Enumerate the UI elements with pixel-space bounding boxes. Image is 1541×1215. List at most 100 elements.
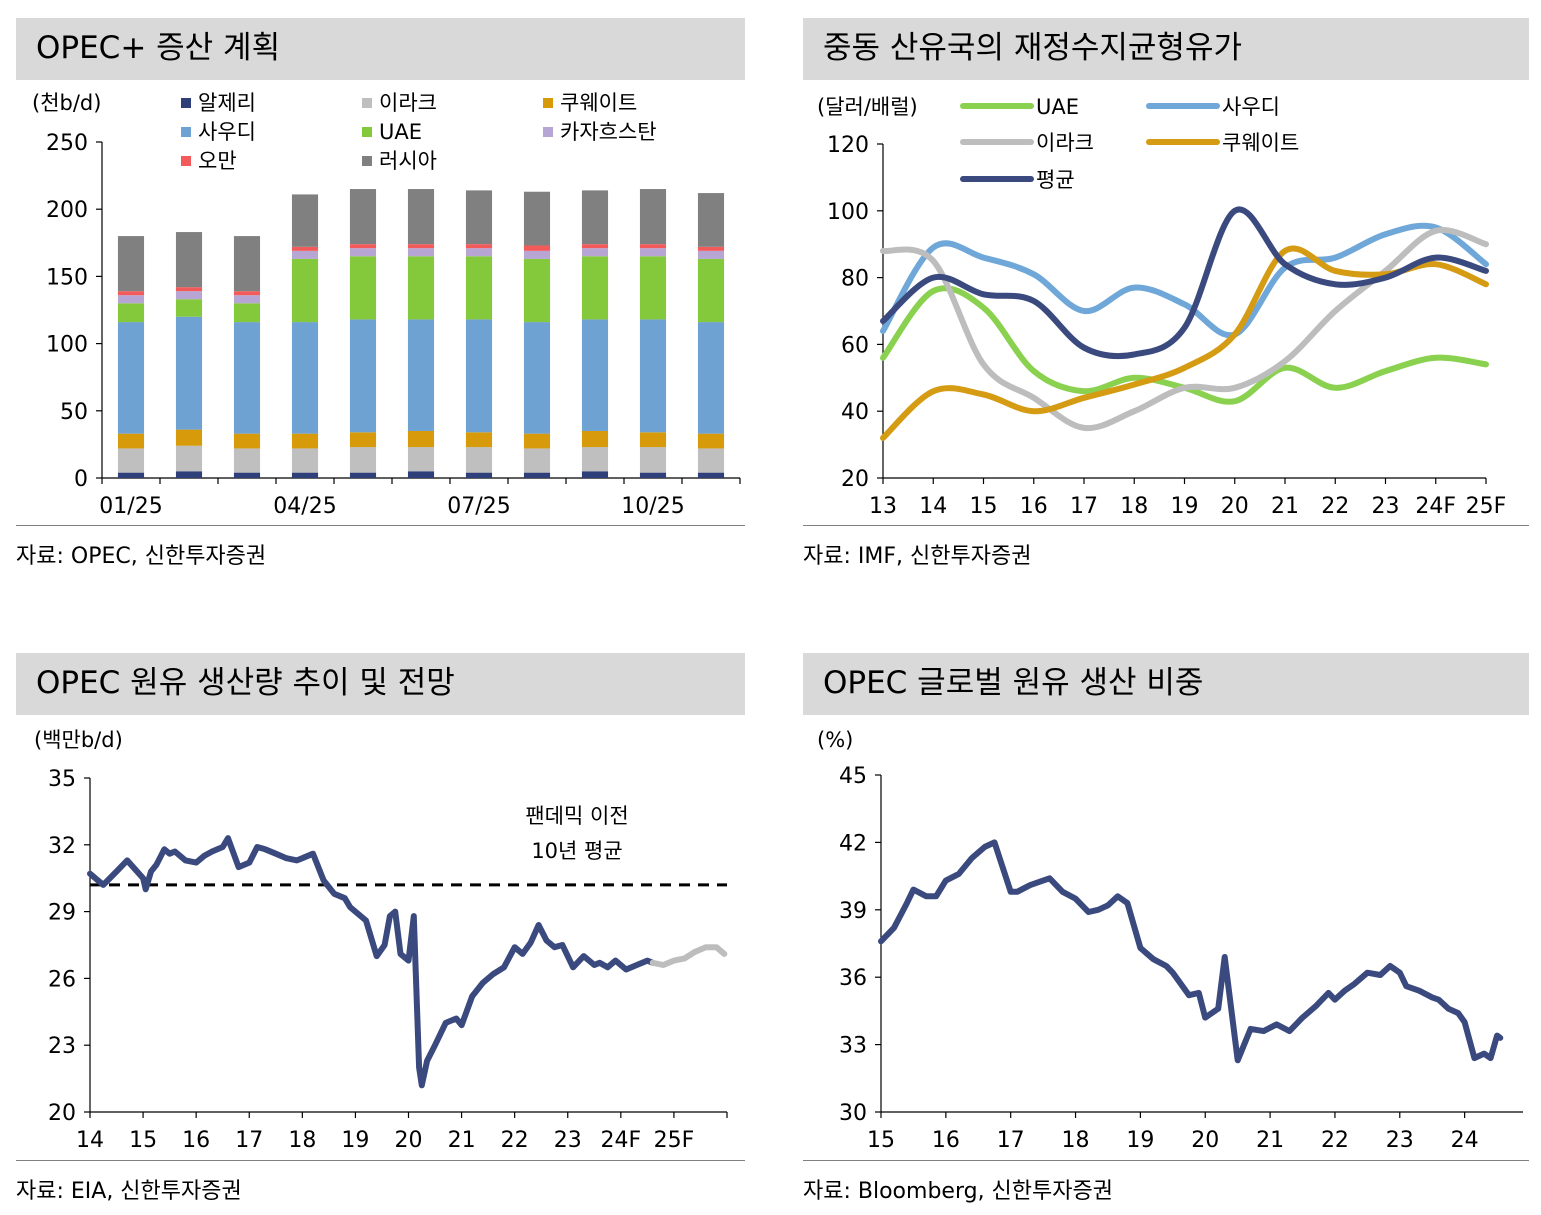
legend-swatch (181, 127, 191, 137)
bar-segment (407, 471, 435, 478)
bar-segment (291, 433, 319, 449)
bar-segment (465, 190, 493, 245)
bar-segment (233, 433, 261, 449)
legend-label: 러시아 (379, 149, 437, 173)
y-tick-label: 100 (46, 333, 88, 358)
bar-segment (349, 256, 377, 320)
x-tick-label: 20 (1221, 494, 1249, 519)
x-tick-label: 22 (1321, 1128, 1349, 1153)
x-tick-label: 20 (1191, 1128, 1219, 1153)
x-tick-label: 07/25 (447, 494, 510, 519)
x-tick-label: 17 (235, 1128, 263, 1153)
bar-segment (407, 319, 435, 431)
bar-segment (639, 256, 667, 320)
legend-label: 알제리 (198, 91, 256, 115)
bar-segment (407, 430, 435, 448)
source-divider (803, 1160, 1529, 1161)
bar-segment (639, 432, 667, 448)
x-tick-label: 04/25 (273, 494, 336, 519)
bar-segment (697, 448, 725, 473)
y-tick-label: 150 (46, 265, 88, 290)
bar-segment (639, 189, 667, 245)
bar-segment (465, 248, 493, 257)
bar-segment (175, 287, 203, 292)
bar-segment (639, 472, 667, 478)
reference-annotation-line2: 10년 평균 (531, 839, 622, 863)
y-tick-label: 200 (46, 198, 88, 223)
panel-opec-plus-plan: OPEC+ 증산 계획 (천b/d) 0 50 100 150 200 250 01/25 0… (16, 18, 745, 578)
x-tick-label: 16 (932, 1128, 960, 1153)
bar-segment (581, 319, 609, 431)
bar-segment (639, 319, 667, 433)
y-tick-label: 100 (827, 200, 869, 225)
y-tick-label: 33 (839, 1034, 867, 1059)
legend-swatch (543, 98, 553, 108)
bar-segment (465, 432, 493, 448)
stacked-bar-chart: (천b/d) 0 50 100 150 200 250 01/25 04/25 07/25 10/… (32, 91, 741, 519)
x-tick-label: 23 (554, 1128, 582, 1153)
legend-swatch (362, 98, 372, 108)
x-tick-label: 24F (1415, 494, 1456, 519)
legend-swatch (181, 156, 191, 166)
bar-segment (349, 432, 377, 448)
source-text: 자료: Bloomberg, 신한투자증권 (803, 1179, 1113, 1204)
bar-segment (117, 448, 145, 473)
x-tick-label: 25F (1466, 494, 1507, 519)
bar-segment (175, 429, 203, 446)
bar-segment (697, 258, 725, 323)
y-unit-label: (백만b/d) (34, 728, 123, 752)
bar-segment (233, 448, 261, 473)
bar-segment (581, 256, 609, 320)
bar-segment (117, 236, 145, 292)
x-tick-label: 15 (867, 1128, 895, 1153)
bar-segment (523, 250, 551, 259)
bar-segment (175, 299, 203, 317)
series-line (880, 222, 1489, 339)
bar-segment (697, 433, 725, 449)
series-line (880, 227, 1489, 432)
y-unit-label: (달러/배럴) (817, 95, 918, 119)
legend-swatch (362, 156, 372, 166)
y-tick-label: 60 (841, 333, 869, 358)
bar-segment (117, 433, 145, 449)
bar-segment (581, 471, 609, 478)
title-bar: OPEC 글로벌 원유 생산 비중 (803, 653, 1529, 715)
x-tick-label: 14 (76, 1128, 104, 1153)
reference-annotation-line1: 팬데믹 이전 (525, 804, 628, 828)
bar-segment (465, 244, 493, 249)
bar-segment (523, 245, 551, 251)
chart-title: OPEC+ 증산 계획 (36, 30, 281, 66)
source-text: 자료: EIA, 신한투자증권 (16, 1179, 242, 1204)
production-line-chart: (백만b/d) 팬데믹 이전 10년 평균 20 23 26 29 32 35 14 15 16… (34, 728, 728, 1153)
bar-segment (581, 190, 609, 245)
bar-segment (581, 430, 609, 448)
bar-segment (639, 447, 667, 473)
bar-segment (233, 322, 261, 434)
chart-title: 중동 산유국의 재정수지균형유가 (823, 30, 1242, 66)
legend-label: 이라크 (379, 91, 437, 115)
x-tick-label: 21 (1256, 1128, 1284, 1153)
x-tick-label: 23 (1386, 1128, 1414, 1153)
y-tick-label: 40 (841, 400, 869, 425)
panel-fiscal-breakeven: 중동 산유국의 재정수지균형유가 (달러/배럴) 20 40 60 80 100 120 1… (803, 18, 1529, 578)
x-tick-label: 24 (1451, 1128, 1479, 1153)
x-tick-label: 22 (1321, 494, 1349, 519)
x-tick-label: 23 (1372, 494, 1400, 519)
x-tick-label: 15 (129, 1128, 157, 1153)
bar-segment (175, 316, 203, 430)
bar-segment (349, 248, 377, 257)
legend-label: 쿠웨이트 (1222, 131, 1299, 155)
source-text: 자료: OPEC, 신한투자증권 (16, 544, 267, 569)
title-bar: OPEC 원유 생산량 추이 및 전망 (16, 653, 745, 715)
bar-segment (291, 322, 319, 434)
y-tick-label: 39 (839, 899, 867, 924)
bar-segment (291, 472, 319, 478)
bar-segment (175, 232, 203, 288)
legend-label: UAE (1036, 95, 1079, 119)
y-tick-label: 250 (46, 131, 88, 156)
bar-segment (407, 447, 435, 472)
bar-segment (117, 295, 145, 304)
bar-segment (233, 303, 261, 323)
source-divider (803, 525, 1529, 526)
x-tick-label: 22 (501, 1128, 529, 1153)
